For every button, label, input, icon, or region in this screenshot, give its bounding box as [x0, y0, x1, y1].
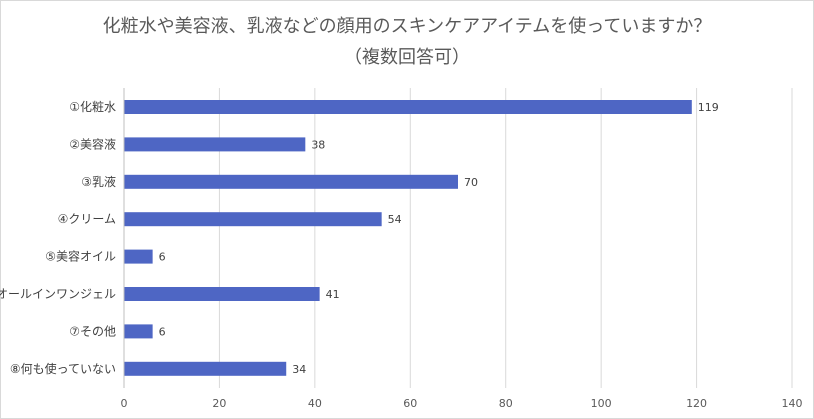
x-tick-label: 140 [782, 397, 803, 410]
chart-subtitle: （複数回答可） [344, 47, 470, 68]
chart-title: 化粧水や美容液、乳液などの顔用のスキンケアアイテムを使っていますか？ [102, 16, 712, 37]
data-label: 6 [159, 325, 166, 338]
category-label: ⑦その他 [69, 324, 116, 338]
data-label: 70 [464, 176, 478, 189]
x-tick-label: 100 [591, 397, 612, 410]
x-tick-label: 120 [686, 397, 707, 410]
bar [124, 174, 458, 189]
bar [124, 287, 320, 301]
bar [124, 100, 692, 114]
data-label: 38 [311, 138, 325, 151]
category-label: ①化粧水 [69, 100, 116, 114]
x-tick-label: 20 [212, 397, 226, 410]
bar [124, 324, 153, 339]
category-label: ⑤美容オイル [45, 249, 116, 264]
category-label: ③乳液 [81, 174, 116, 189]
bar [124, 249, 153, 264]
x-tick-label: 0 [121, 397, 128, 410]
bar [124, 361, 287, 376]
x-tick-label: 60 [403, 397, 417, 410]
x-tick-label: 80 [499, 397, 513, 410]
data-label: 6 [159, 251, 166, 264]
bar [124, 212, 382, 227]
data-label: 54 [388, 213, 402, 226]
category-label: ④クリーム [58, 212, 116, 226]
bar [124, 137, 306, 152]
data-label: 34 [292, 363, 306, 376]
category-label: ②美容液 [69, 136, 116, 151]
category-label: ⑧何も使っていない [10, 361, 116, 376]
x-tick-label: 40 [308, 397, 322, 410]
data-label: 41 [326, 288, 340, 301]
data-label: 119 [698, 101, 719, 114]
